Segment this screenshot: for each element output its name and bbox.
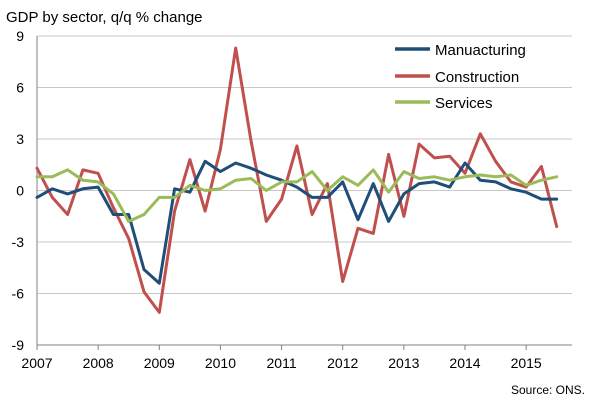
- legend: Manuacturing Construction Services: [395, 42, 526, 112]
- y-tick-label: 9: [16, 28, 24, 44]
- x-tick-label: 2014: [449, 355, 480, 371]
- x-tick-label: 2007: [21, 355, 52, 371]
- x-tick-label: 2011: [267, 355, 297, 371]
- x-tick-label: 2008: [83, 355, 114, 371]
- x-tick-label: 2012: [327, 355, 358, 371]
- axes: [36, 36, 572, 346]
- x-tick-label: 2009: [144, 355, 175, 371]
- legend-label-services: Services: [435, 95, 493, 112]
- y-tick-label: -3: [12, 234, 25, 250]
- series-line-construction: [35, 46, 559, 314]
- y-tick-label: 3: [16, 131, 24, 147]
- x-axis-ticks: 2007 2008 2009 2010 2011 2012 2013 2014 2015: [21, 345, 542, 371]
- y-tick-label: -9: [12, 337, 25, 353]
- source-note: Source: ONS.: [511, 383, 585, 397]
- legend-label-construction: Construction: [435, 69, 519, 86]
- x-tick-label: 2010: [205, 355, 236, 371]
- x-tick-label: 2015: [511, 355, 542, 371]
- series-lines: [35, 46, 559, 314]
- y-tick-label: 6: [16, 80, 24, 96]
- series-line-manufacturing: [35, 159, 559, 285]
- series-line-services: [35, 168, 559, 223]
- y-axis-ticks: 9 6 3 0 -3 -6 -9: [12, 28, 25, 353]
- y-tick-label: 0: [16, 183, 24, 199]
- x-tick-label: 2013: [388, 355, 419, 371]
- legend-label-manufacturing: Manuacturing: [435, 42, 526, 59]
- y-tick-label: -6: [12, 286, 25, 302]
- chart-title: GDP by sector, q/q % change: [6, 9, 203, 26]
- grid-lines: [37, 35, 572, 294]
